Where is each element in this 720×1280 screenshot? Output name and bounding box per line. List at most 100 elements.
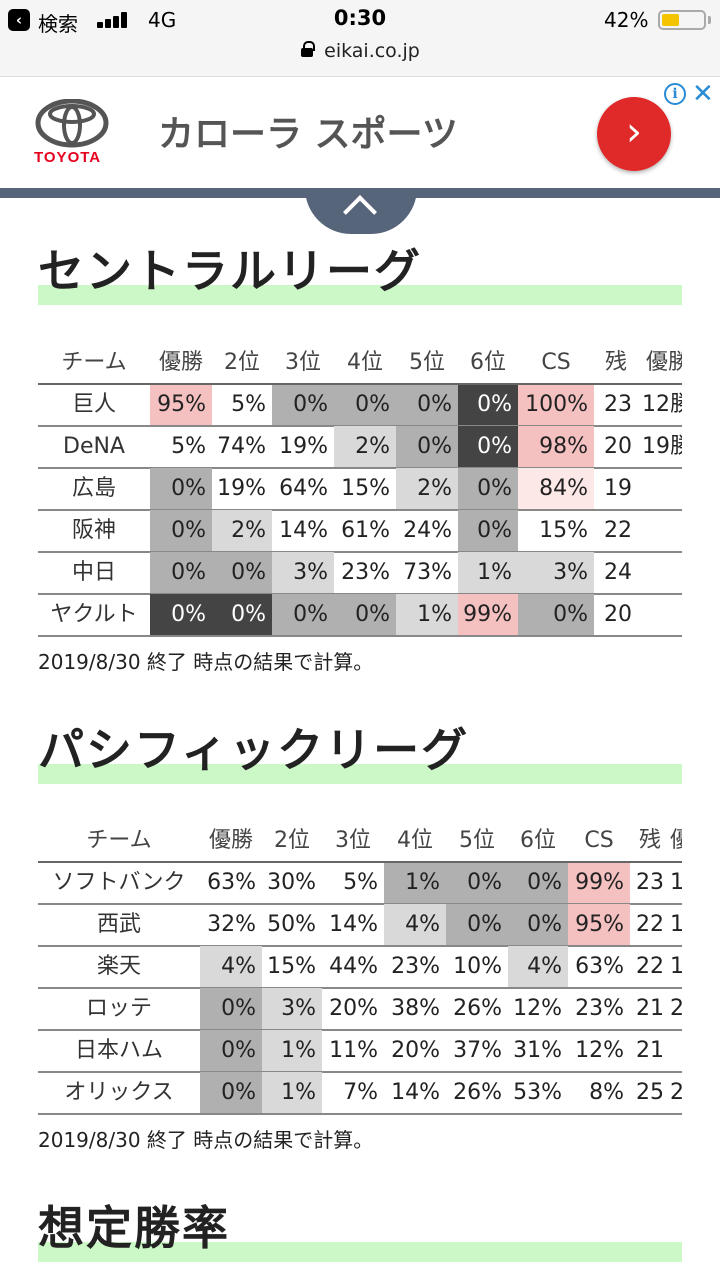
table-cell: 1% bbox=[396, 594, 458, 636]
ad-info-icon[interactable]: i bbox=[664, 83, 686, 105]
table-cell: 15% bbox=[267, 954, 316, 979]
table-cell: 23 bbox=[636, 870, 664, 895]
network-label: 4G bbox=[148, 8, 177, 32]
table-cell bbox=[638, 594, 682, 636]
ad-banner[interactable]: TOYOTA カローラ スポーツ › i ✕ bbox=[0, 76, 720, 188]
column-header: 6位 bbox=[520, 828, 556, 853]
table-cell: 14% bbox=[279, 518, 328, 543]
table-cell: 2 bbox=[670, 1080, 682, 1105]
ad-go-button[interactable]: › bbox=[597, 97, 671, 171]
table-cell: 98% bbox=[518, 426, 594, 468]
column-header: 優勝 bbox=[645, 350, 682, 375]
table-cell: 53% bbox=[513, 1080, 562, 1105]
column-header: 2位 bbox=[274, 828, 310, 853]
table-cell: 95% bbox=[150, 384, 212, 426]
team-name: ヤクルト bbox=[50, 602, 138, 627]
table-cell bbox=[638, 510, 682, 552]
table-cell: 23 bbox=[604, 392, 632, 417]
column-header: 4位 bbox=[397, 828, 433, 853]
table-cell: 0% bbox=[150, 510, 212, 552]
column-header: 2位 bbox=[224, 350, 260, 375]
ad-close-icon[interactable]: ✕ bbox=[692, 79, 714, 109]
table-cell: 21 bbox=[636, 1038, 664, 1063]
team-name: オリックス bbox=[64, 1080, 174, 1105]
table-cell: 4% bbox=[200, 946, 262, 988]
column-header: 4位 bbox=[347, 350, 383, 375]
table-cell: 0% bbox=[212, 594, 272, 636]
table-cell: 25 bbox=[636, 1080, 664, 1105]
header-divider bbox=[38, 861, 682, 863]
toyota-logo-icon bbox=[35, 99, 109, 148]
table-row: 楽天 4% 15% 44% 23% 10% 4% 63% 22 1 bbox=[38, 946, 682, 988]
column-header: チーム bbox=[86, 828, 152, 853]
table-cell: 2 bbox=[670, 996, 682, 1021]
team-name: DeNA bbox=[63, 434, 125, 459]
back-to-search-label[interactable]: 検索 bbox=[38, 12, 78, 36]
back-icon[interactable]: ‹ bbox=[8, 9, 30, 31]
table-cell: 63% bbox=[575, 954, 624, 979]
column-header: 3位 bbox=[335, 828, 371, 853]
battery-icon bbox=[658, 10, 706, 30]
table-cell: 1% bbox=[262, 1072, 322, 1114]
column-header: CS bbox=[541, 350, 571, 375]
table-cell: 5% bbox=[231, 392, 266, 417]
table-cell: 1 bbox=[670, 954, 682, 979]
table-cell: 0% bbox=[272, 384, 334, 426]
table-cell: 19勝 bbox=[642, 434, 682, 459]
ad-brand-text: TOYOTA bbox=[34, 149, 102, 166]
table-cell: 24 bbox=[604, 560, 632, 585]
status-bar: ‹ 検索 4G 0:30 42% bbox=[0, 0, 720, 40]
row-divider bbox=[38, 551, 682, 553]
ad-headline[interactable]: カローラ スポーツ bbox=[158, 114, 458, 155]
table-row: ロッテ 0% 3% 20% 38% 26% 12% 23% 21 2 bbox=[38, 988, 682, 1030]
expected-win-rate-heading: 想定勝率 bbox=[38, 1201, 682, 1262]
row-divider bbox=[38, 1071, 682, 1073]
url-text[interactable]: eikai.co.jp bbox=[324, 40, 420, 62]
table-cell: 12% bbox=[575, 1038, 624, 1063]
row-divider bbox=[38, 903, 682, 905]
table-cell: 1% bbox=[384, 862, 446, 904]
table-cell: 1 bbox=[670, 870, 682, 895]
table-cell: 5% bbox=[171, 434, 206, 459]
pacific-league-heading: パシフィックリーグ bbox=[38, 723, 682, 784]
table-cell: 23% bbox=[391, 954, 440, 979]
table-cell: 0% bbox=[272, 594, 334, 636]
table-cell: 38% bbox=[391, 996, 440, 1021]
table-cell: 99% bbox=[568, 862, 630, 904]
table-cell: 50% bbox=[267, 912, 316, 937]
team-name: 広島 bbox=[71, 476, 116, 501]
table-cell: 11% bbox=[329, 1038, 378, 1063]
central-league-note: 2019/8/30 終了 時点の結果で計算。 bbox=[38, 650, 374, 674]
pacific-league-title: パシフィックリーグ bbox=[38, 723, 470, 777]
column-header: 6位 bbox=[470, 350, 506, 375]
table-cell: 100% bbox=[518, 384, 594, 426]
chevron-up-icon bbox=[343, 195, 377, 229]
collapse-ad-button[interactable] bbox=[305, 188, 417, 234]
row-divider bbox=[38, 1113, 682, 1115]
table-cell: 22 bbox=[636, 912, 664, 937]
table-cell: 5% bbox=[343, 870, 378, 895]
table-cell: 14% bbox=[329, 912, 378, 937]
table-cell: 4% bbox=[508, 946, 568, 988]
table-cell: 0% bbox=[212, 552, 272, 594]
table-cell: 19 bbox=[604, 476, 632, 501]
table-cell: 1% bbox=[262, 1030, 322, 1072]
central-league-table: チーム 優勝 2位 3位 4位 5位 6位 CS 残優勝 巨人 95% 5% 0% 0% 0% 0% 100% 2… bbox=[38, 342, 682, 640]
row-divider bbox=[38, 945, 682, 947]
table-header-row: チーム 優勝 2位 3位 4位 5位 6位 CS 残優 bbox=[38, 820, 682, 862]
table-row: 日本ハム 0% 1% 11% 20% 37% 31% 12% 21 bbox=[38, 1030, 682, 1072]
column-header: 優勝 bbox=[158, 350, 203, 375]
table-cell: 0% bbox=[150, 468, 212, 510]
table-cell: 31% bbox=[513, 1038, 562, 1063]
table-cell: 0% bbox=[150, 552, 212, 594]
column-header: 5位 bbox=[409, 350, 445, 375]
table-cell: 99% bbox=[458, 594, 518, 636]
column-header: 残 bbox=[638, 828, 661, 853]
table-cell: 63% bbox=[207, 870, 256, 895]
table-cell: 0% bbox=[334, 384, 396, 426]
table-cell: 19% bbox=[217, 476, 266, 501]
row-divider bbox=[38, 509, 682, 511]
url-bar[interactable]: eikai.co.jp bbox=[0, 40, 720, 76]
table-cell: 1% bbox=[458, 552, 518, 594]
table-cell: 0% bbox=[200, 1072, 262, 1114]
